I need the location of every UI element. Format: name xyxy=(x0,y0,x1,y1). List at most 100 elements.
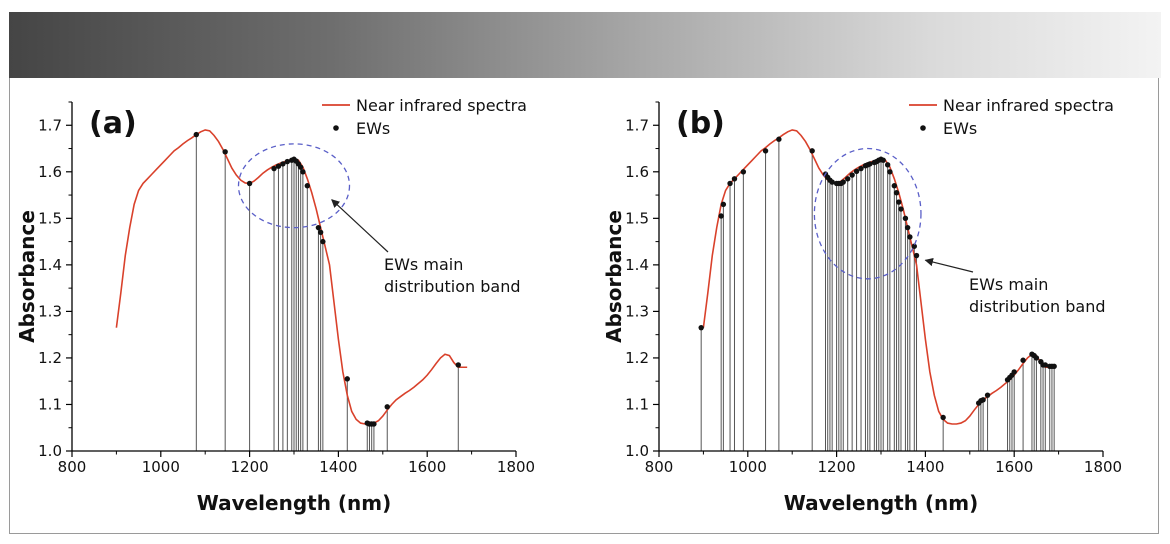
ew-point xyxy=(740,169,747,175)
ew-point xyxy=(284,158,291,165)
annotation-arrow xyxy=(331,199,389,253)
ew-point xyxy=(853,168,860,175)
x-tick-label: 1800 xyxy=(497,458,535,476)
y-tick-label: 1.5 xyxy=(38,209,62,227)
y-tick-label: 1.4 xyxy=(38,256,62,274)
ew-point xyxy=(720,201,727,208)
y-tick-label: 1.1 xyxy=(625,395,649,413)
ew-point xyxy=(984,392,991,398)
ew-point xyxy=(371,421,377,427)
ew-point xyxy=(222,149,228,155)
panel-label: (b) xyxy=(676,106,725,141)
legend-point-swatch xyxy=(920,125,926,131)
annotation-text-line1: EWs main xyxy=(969,275,1048,294)
x-tick-label: 800 xyxy=(58,458,87,476)
y-tick-label: 1.2 xyxy=(38,349,62,367)
ew-point xyxy=(898,206,904,212)
x-tick-label: 800 xyxy=(645,458,674,476)
annotation-text-line2: distribution band xyxy=(969,297,1106,316)
ew-point xyxy=(317,229,324,235)
ew-point xyxy=(896,199,902,205)
ew-point xyxy=(849,172,855,178)
y-tick-label: 1.1 xyxy=(38,395,62,413)
header-banner xyxy=(9,12,1161,78)
annotation-ellipse xyxy=(813,147,922,280)
x-tick-label: 1000 xyxy=(142,458,180,476)
ew-point xyxy=(776,136,782,142)
y-tick-label: 1.6 xyxy=(38,163,62,181)
ew-point xyxy=(893,190,900,196)
x-tick-label: 1000 xyxy=(729,458,767,476)
ew-point xyxy=(845,176,851,182)
annotation-ellipse xyxy=(237,143,351,229)
y-tick-label: 1.7 xyxy=(625,116,649,134)
ew-point xyxy=(193,131,200,138)
ew-point xyxy=(315,224,322,231)
annotation-arrow xyxy=(924,257,974,273)
legend-line-label: Near infrared spectra xyxy=(356,96,527,115)
ew-point xyxy=(762,148,769,154)
ew-point xyxy=(829,179,835,185)
x-axis-title: Wavelength (nm) xyxy=(784,491,979,515)
ew-point xyxy=(1020,357,1026,363)
y-tick-label: 1.3 xyxy=(38,302,62,320)
ew-point xyxy=(320,238,326,245)
x-tick-label: 1600 xyxy=(995,458,1033,476)
ew-point xyxy=(907,234,913,240)
ew-point xyxy=(809,148,815,154)
ew-point xyxy=(718,213,724,219)
ew-point xyxy=(727,180,733,187)
ew-point xyxy=(271,165,277,172)
ew-point xyxy=(840,179,846,185)
legend-line-label: Near infrared spectra xyxy=(943,96,1114,115)
ew-point xyxy=(884,162,891,168)
ew-point xyxy=(1051,363,1057,370)
annotation-text-line2: distribution band xyxy=(384,277,521,296)
ew-point xyxy=(246,180,253,187)
y-tick-label: 1.2 xyxy=(625,349,649,367)
ew-point xyxy=(904,224,911,231)
y-tick-label: 1.5 xyxy=(625,209,649,227)
figure-frame xyxy=(9,78,1159,534)
ew-point xyxy=(1033,355,1040,361)
legend-point-label: EWs xyxy=(943,119,977,138)
x-tick-label: 1600 xyxy=(408,458,446,476)
ew-point xyxy=(1011,369,1017,375)
x-tick-label: 1400 xyxy=(319,458,357,476)
ew-point xyxy=(304,183,311,189)
ew-point xyxy=(1042,362,1048,368)
y-axis-title: Absorbance xyxy=(15,210,39,343)
chart-panel-b: 800 1000 1200 1400 1600 1800 1.0 1.1 1.2 1.3 1.4 1.… xyxy=(602,96,1122,515)
legend-point-swatch xyxy=(333,125,339,131)
ew-point xyxy=(731,176,738,182)
ew-point xyxy=(858,165,864,172)
x-tick-label: 1200 xyxy=(231,458,269,476)
y-tick-label: 1.7 xyxy=(38,116,62,134)
x-tick-label: 1400 xyxy=(906,458,944,476)
chart-panel-a: 800 1000 1200 1400 1600 1800 1.0 1.1 1.2 1.3 1.4 1.… xyxy=(15,96,535,515)
x-axis-title: Wavelength (nm) xyxy=(197,491,392,515)
ew-point xyxy=(275,163,282,169)
ew-point xyxy=(455,362,461,368)
ew-point xyxy=(297,164,304,170)
ew-point xyxy=(300,169,306,175)
ew-point xyxy=(384,404,390,410)
ew-point xyxy=(891,183,898,189)
ew-point xyxy=(902,215,909,222)
ew-point xyxy=(698,324,704,331)
y-tick-label: 1.3 xyxy=(625,302,649,320)
ew-point xyxy=(887,169,893,175)
ew-point xyxy=(911,243,917,249)
x-tick-label: 1200 xyxy=(818,458,856,476)
ew-point xyxy=(913,252,920,259)
y-tick-label: 1.6 xyxy=(625,163,649,181)
ew-point xyxy=(344,376,350,382)
annotation-text-line1: EWs main xyxy=(384,255,463,274)
ew-point xyxy=(280,161,286,167)
legend-point-label: EWs xyxy=(356,119,390,138)
ew-point xyxy=(880,157,886,163)
y-tick-label: 1.4 xyxy=(625,256,649,274)
ew-point xyxy=(867,161,873,167)
y-tick-label: 1.0 xyxy=(625,442,649,460)
